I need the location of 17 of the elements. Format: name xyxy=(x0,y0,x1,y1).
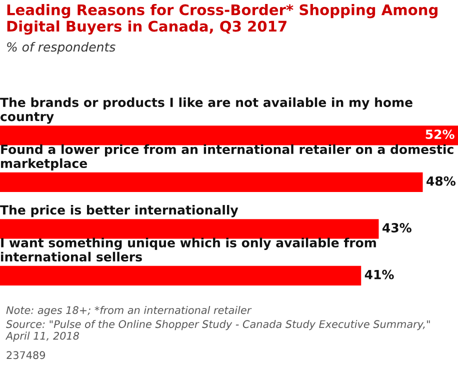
y-tick-label: The brands or products I like are not available in my home country xyxy=(0,97,412,124)
bar xyxy=(0,172,423,192)
chart-subtitle: % of respondents xyxy=(7,42,116,54)
data-label: 41% xyxy=(364,270,394,280)
data-label: 48% xyxy=(426,176,456,186)
bar xyxy=(0,126,458,146)
y-tick-label: The price is better internationally xyxy=(0,205,238,218)
data-label: 52% xyxy=(426,130,454,140)
bar xyxy=(0,219,379,239)
text: Note: ages 18+; *from an international retailer xyxy=(6,306,252,316)
bar xyxy=(0,266,362,286)
source-note: Source: "Pulse of the Online Shopper Study - Canada Study Executive Summary," April 11, 2018 xyxy=(5,320,430,342)
y-tick-label: Found a lower price from an international retailer on a domestic marketplace xyxy=(1,144,454,170)
data-label: 43% xyxy=(382,223,412,233)
chart-title: Leading Reasons for Cross-Border* Shopping Among Digital Buyers in Canada, Q3 2017 xyxy=(7,4,438,35)
y-tick-label: I want something unique which is only available from international sellers xyxy=(1,238,376,262)
text: 237489 xyxy=(6,351,46,360)
